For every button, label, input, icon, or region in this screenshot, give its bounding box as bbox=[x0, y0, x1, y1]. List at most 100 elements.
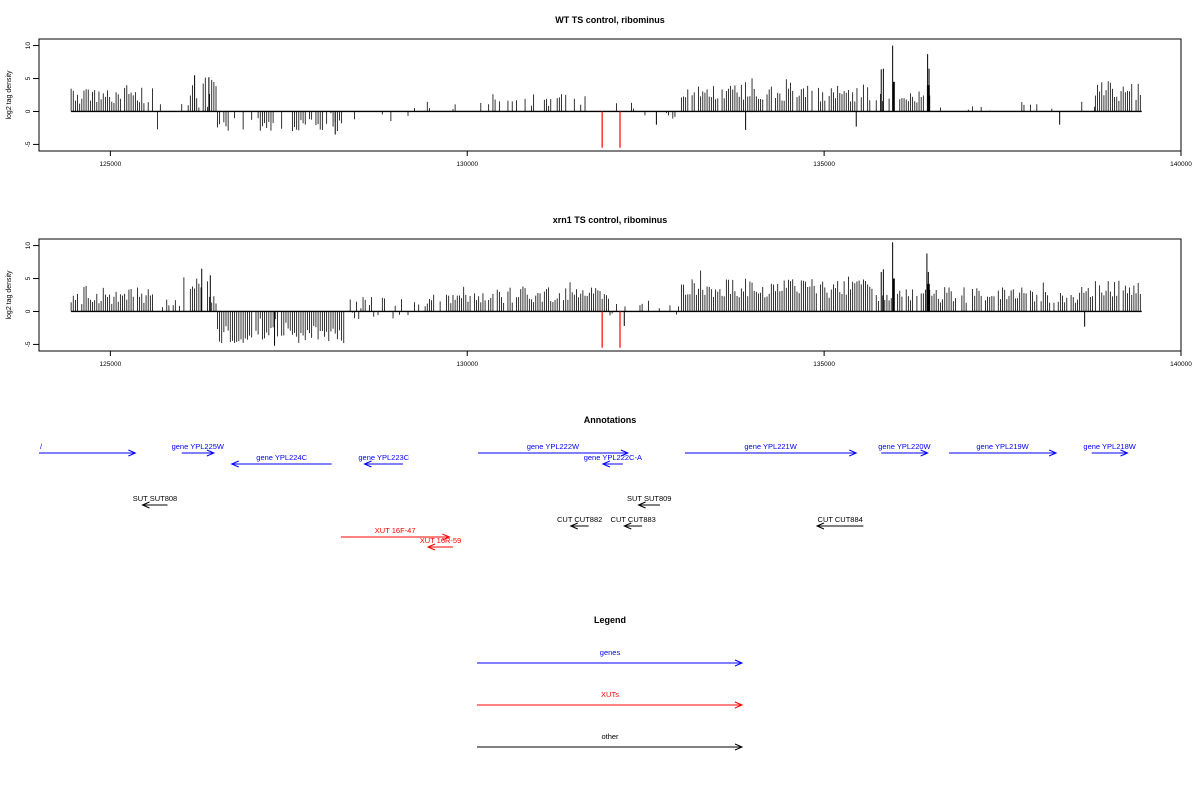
annotation-arrow-head bbox=[1120, 449, 1129, 457]
annotation-label: gene YPL225W bbox=[172, 442, 225, 451]
annotation-label: SUT SUT809 bbox=[627, 494, 671, 503]
annotation-arrow-head bbox=[920, 449, 929, 457]
annotation-arrow-head bbox=[569, 522, 578, 530]
y-tick-label: 0 bbox=[25, 109, 32, 113]
y-tick-label: 10 bbox=[25, 242, 32, 250]
annotation-feature: gene YPL219W bbox=[949, 442, 1058, 457]
annotation-label: gene YPL218W bbox=[1083, 442, 1136, 451]
xrn1-signal-bars bbox=[70, 242, 1141, 346]
annotation-feature: CUT CUT882 bbox=[557, 515, 602, 530]
x-tick-label: 125000 bbox=[100, 161, 122, 168]
annotation-label: CUT CUT884 bbox=[818, 515, 863, 524]
signal-block bbox=[892, 81, 895, 112]
annotation-label: / bbox=[40, 442, 43, 451]
annotation-arrow-head bbox=[623, 522, 632, 530]
annotation-label: gene YPL222C-A bbox=[584, 453, 642, 462]
annotation-feature: gene YPL221W bbox=[684, 442, 858, 457]
y-tick-label: 5 bbox=[25, 76, 32, 80]
annotation-feature: gene YPL218W bbox=[1083, 442, 1137, 457]
legend-item-label: XUTs bbox=[601, 690, 619, 699]
x-tick-label: 130000 bbox=[456, 161, 478, 168]
wt-y-axis-label: log2 tag density bbox=[6, 70, 13, 120]
annotation-arrow-head bbox=[426, 543, 436, 551]
annotation-arrow-head bbox=[601, 460, 611, 468]
annotation-label: gene YPL219W bbox=[976, 442, 1029, 451]
annotation-feature: gene YPL220W bbox=[878, 442, 932, 457]
y-tick-label: -5 bbox=[25, 141, 32, 147]
y-tick-label: 0 bbox=[25, 309, 32, 313]
wt-x-axis: 125000 130000 135000 140000 bbox=[100, 151, 1192, 168]
annotation-label: CUT CUT883 bbox=[611, 515, 656, 524]
annotation-label: gene YPL223C bbox=[358, 453, 409, 462]
annotation-arrow-head bbox=[206, 449, 216, 457]
annotation-arrow-head bbox=[620, 449, 630, 457]
x-tick-label: 140000 bbox=[1170, 361, 1192, 368]
annotation-features: / gene YPL225W gene YPL224C gene YPL223C gen… bbox=[39, 442, 1137, 551]
signal-block bbox=[892, 278, 895, 312]
legend-item-label: other bbox=[601, 732, 619, 741]
annotation-feature: CUT CUT883 bbox=[611, 515, 656, 530]
x-tick-label: 125000 bbox=[100, 361, 122, 368]
wt-plot-frame bbox=[38, 38, 1182, 152]
xrn1-track-title: xrn1 TS control, ribominus bbox=[553, 215, 668, 225]
annotation-feature: / bbox=[39, 442, 137, 457]
legend-arrow-head bbox=[734, 659, 744, 667]
x-tick-label: 135000 bbox=[813, 161, 835, 168]
annotation-label: XUT 16F-47 bbox=[375, 526, 416, 535]
xrn1-y-axis-label: log2 tag density bbox=[6, 270, 13, 320]
annotations-title: Annotations bbox=[584, 415, 637, 425]
legend-item-label: genes bbox=[600, 648, 621, 657]
annotation-feature: XUT 16R-59 bbox=[420, 536, 462, 551]
wt-red-marks bbox=[601, 111, 621, 148]
legend-item: other bbox=[477, 732, 744, 751]
annotation-label: gene YPL224C bbox=[256, 453, 307, 462]
wt-track-title: WT TS control, ribominus bbox=[555, 15, 665, 25]
annotations-panel: Annotations / gene YPL225W gene YPL224C gen… bbox=[39, 415, 1137, 551]
annotation-label: XUT 16R-59 bbox=[420, 536, 462, 545]
signal-block bbox=[926, 283, 930, 312]
annotation-label: gene YPL221W bbox=[744, 442, 797, 451]
annotation-arrow-head bbox=[442, 533, 451, 541]
legend-title: Legend bbox=[594, 615, 626, 625]
annotation-feature: CUT CUT884 bbox=[815, 515, 864, 530]
annotation-feature: gene YPL222W bbox=[477, 442, 630, 457]
annotation-label: gene YPL222W bbox=[527, 442, 580, 451]
annotation-arrow-head bbox=[363, 460, 372, 468]
y-tick-label: 5 bbox=[25, 276, 32, 280]
legend-items: genes XUTs other bbox=[477, 648, 744, 751]
annotation-feature: SUT SUT809 bbox=[627, 494, 671, 509]
legend-item: XUTs bbox=[477, 690, 744, 709]
annotation-arrow-head bbox=[849, 449, 858, 457]
xrn1-plot-frame bbox=[38, 238, 1182, 352]
y-tick-label: -5 bbox=[25, 341, 32, 347]
annotation-feature: SUT SUT808 bbox=[133, 494, 177, 509]
annotation-arrow-head bbox=[230, 460, 239, 468]
wt-track-panel: WT TS control, ribominus log2 tag densit… bbox=[6, 15, 1192, 168]
legend-arrow-head bbox=[734, 743, 744, 751]
signal-block bbox=[926, 85, 930, 112]
y-tick-label: 10 bbox=[25, 42, 32, 50]
xrn1-track-panel: xrn1 TS control, ribominus log2 tag dens… bbox=[6, 215, 1192, 368]
annotation-arrow-head bbox=[128, 449, 137, 457]
x-tick-label: 135000 bbox=[813, 361, 835, 368]
wt-y-axis: -5 0 5 10 bbox=[25, 42, 39, 147]
x-tick-label: 140000 bbox=[1170, 161, 1192, 168]
annotation-feature: gene YPL222C-A bbox=[584, 453, 642, 468]
xrn1-red-marks bbox=[601, 311, 621, 348]
annotation-feature: gene YPL223C bbox=[358, 453, 410, 468]
legend-item: genes bbox=[477, 648, 744, 667]
legend-arrow-head bbox=[734, 701, 744, 709]
annotation-label: CUT CUT882 bbox=[557, 515, 602, 524]
annotation-arrow-head bbox=[141, 501, 150, 509]
x-tick-label: 130000 bbox=[456, 361, 478, 368]
legend-panel: Legend genes XUTs other bbox=[477, 615, 744, 751]
annotation-feature: XUT 16F-47 bbox=[340, 526, 451, 541]
annotation-label: gene YPL220W bbox=[878, 442, 931, 451]
annotation-arrow-head bbox=[637, 501, 646, 509]
xrn1-x-axis: 125000 130000 135000 140000 bbox=[100, 351, 1192, 368]
xrn1-y-axis: -5 0 5 10 bbox=[25, 242, 39, 347]
annotation-arrow-head bbox=[815, 522, 825, 530]
wt-signal-bars bbox=[70, 45, 1141, 135]
annotation-label: SUT SUT808 bbox=[133, 494, 177, 503]
